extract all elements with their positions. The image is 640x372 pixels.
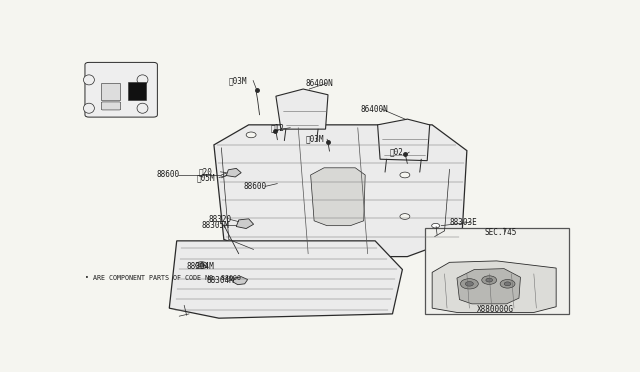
- Polygon shape: [457, 269, 520, 304]
- Polygon shape: [227, 169, 241, 177]
- Text: ⢆03M: ⢆03M: [306, 135, 324, 144]
- Polygon shape: [432, 261, 556, 312]
- Bar: [425, 228, 568, 314]
- FancyBboxPatch shape: [101, 83, 121, 101]
- Circle shape: [460, 279, 478, 289]
- Polygon shape: [214, 125, 467, 257]
- Text: SEC.745: SEC.745: [484, 228, 516, 237]
- Text: ⢆02: ⢆02: [390, 148, 404, 157]
- Circle shape: [482, 276, 497, 284]
- Circle shape: [385, 132, 395, 138]
- Text: 86400N: 86400N: [360, 105, 388, 113]
- Circle shape: [465, 282, 474, 286]
- Ellipse shape: [83, 75, 94, 85]
- Text: ⢆12: ⢆12: [271, 123, 285, 132]
- Text: 88304M: 88304M: [207, 276, 234, 285]
- Polygon shape: [276, 89, 328, 129]
- Polygon shape: [310, 168, 365, 226]
- Circle shape: [431, 223, 440, 228]
- Polygon shape: [233, 277, 248, 285]
- Text: • ARE COMPONENT PARTS OF CODE NO. 88600: • ARE COMPONENT PARTS OF CODE NO. 88600: [85, 275, 241, 281]
- Ellipse shape: [137, 75, 148, 85]
- Circle shape: [198, 263, 205, 267]
- FancyBboxPatch shape: [101, 102, 121, 110]
- Text: 88303E: 88303E: [449, 218, 477, 227]
- Circle shape: [246, 132, 256, 138]
- Text: ⢆20: ⢆20: [199, 168, 213, 177]
- Text: X880000G: X880000G: [477, 305, 514, 314]
- Circle shape: [486, 278, 493, 282]
- Circle shape: [500, 279, 515, 288]
- Text: 88320: 88320: [209, 215, 232, 224]
- Text: ⢆05M: ⢆05M: [196, 173, 215, 182]
- Text: 88600: 88600: [244, 182, 267, 191]
- Text: 88600: 88600: [157, 170, 180, 179]
- Text: 88305M: 88305M: [202, 221, 229, 230]
- Circle shape: [196, 262, 207, 269]
- Polygon shape: [236, 219, 253, 228]
- Polygon shape: [378, 119, 429, 161]
- Bar: [128, 82, 146, 100]
- Circle shape: [400, 172, 410, 178]
- Ellipse shape: [83, 103, 94, 113]
- Circle shape: [504, 282, 511, 286]
- Ellipse shape: [137, 103, 148, 113]
- Polygon shape: [169, 241, 403, 318]
- Circle shape: [400, 214, 410, 219]
- Text: 86400N: 86400N: [306, 79, 333, 88]
- Text: 88304M: 88304M: [187, 262, 214, 271]
- FancyBboxPatch shape: [85, 62, 157, 117]
- Text: ⢆03M: ⢆03M: [229, 76, 247, 85]
